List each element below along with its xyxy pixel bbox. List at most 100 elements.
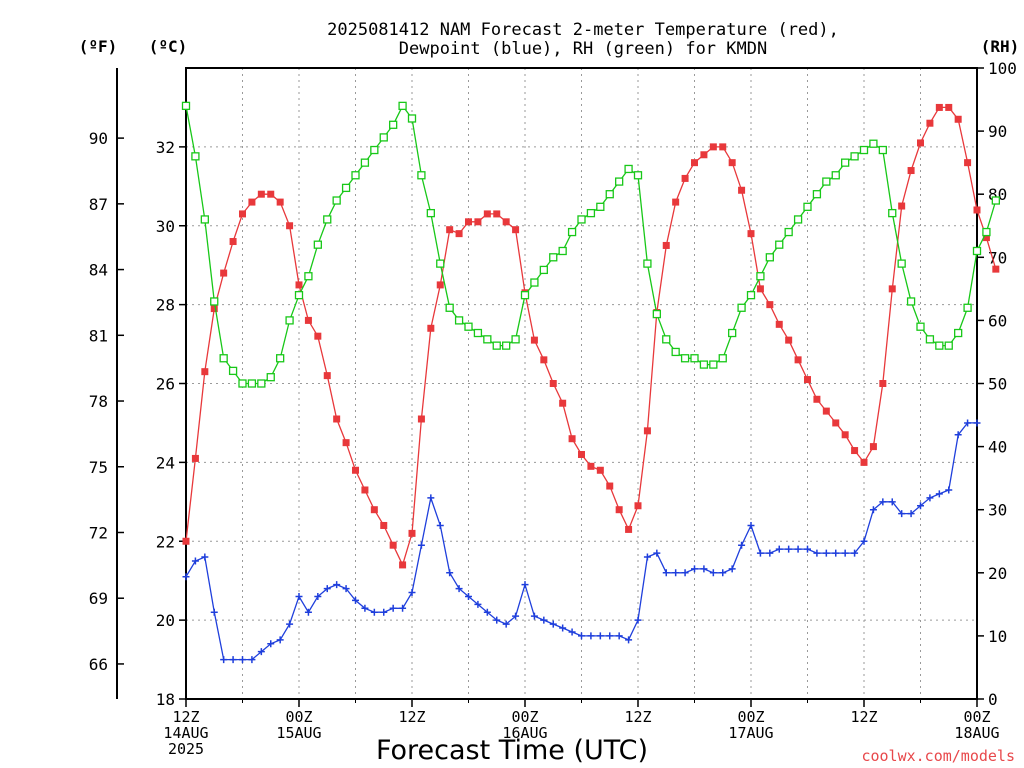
- dewpoint-point: [257, 648, 265, 656]
- dewpoint-point: [832, 549, 840, 557]
- rh-point: [916, 322, 925, 331]
- fahrenheit-tick-label: 90: [89, 129, 108, 148]
- temperature-point: [719, 143, 727, 151]
- dewpoint-point: [643, 553, 651, 561]
- dewpoint-point: [389, 604, 397, 612]
- dewpoint-point: [766, 549, 774, 557]
- series-rh: [181, 101, 1000, 388]
- rh-point: [238, 379, 247, 388]
- temperature-point: [380, 521, 388, 529]
- temperature-point: [634, 502, 642, 510]
- dewpoint-point: [672, 569, 680, 577]
- dewpoint-point: [738, 541, 746, 549]
- dewpoint-point: [785, 545, 793, 553]
- x-tick-label: 12Z: [850, 708, 877, 726]
- temperature-point: [483, 210, 491, 218]
- dewpoint-point: [634, 616, 642, 624]
- rh-point: [935, 341, 944, 350]
- rh-point: [775, 240, 784, 249]
- temperature-point: [417, 415, 425, 423]
- temperature-point: [587, 462, 595, 470]
- rh-point: [445, 303, 454, 312]
- rh-point: [276, 354, 285, 363]
- temperature-point: [681, 174, 689, 182]
- temperature-point: [295, 281, 303, 289]
- temperature-point: [860, 458, 868, 466]
- temperature-point: [239, 210, 246, 218]
- rh-point: [803, 202, 812, 211]
- x-tick-label: 16AUG: [502, 724, 547, 742]
- x-tick-label: 00Z: [511, 708, 538, 726]
- temperature-point: [361, 486, 369, 494]
- dewpoint-point: [521, 581, 529, 589]
- x-tick-label: 18AUG: [954, 724, 999, 742]
- rh-point: [680, 354, 690, 363]
- dewpoint-point: [427, 494, 435, 502]
- temperature-point: [606, 482, 614, 490]
- dewpoint-point: [370, 608, 378, 616]
- rh-point: [728, 328, 737, 338]
- fahrenheit-tick-label: 75: [89, 458, 108, 477]
- temperature-point: [201, 368, 209, 376]
- temperature-point: [709, 143, 717, 151]
- rh-point: [615, 177, 624, 186]
- temperature-point: [304, 316, 312, 324]
- temperature-point: [493, 210, 501, 218]
- rh-point: [417, 171, 426, 180]
- temperature-point: [596, 466, 604, 474]
- temperature-point: [888, 285, 896, 293]
- fahrenheit-tick-label: 72: [89, 523, 108, 542]
- rh-point: [859, 145, 869, 155]
- temperature-line: [185, 106, 997, 567]
- rh-point: [596, 202, 605, 211]
- dewpoint-point: [361, 604, 369, 612]
- rh-point: [577, 215, 586, 224]
- dewpoint-point: [182, 573, 190, 581]
- temperature-point: [314, 332, 322, 340]
- dewpoint-point: [926, 494, 934, 502]
- rh-point: [549, 253, 558, 262]
- rh-point: [567, 227, 577, 237]
- dewpoint-point: [549, 620, 557, 628]
- rh-point: [897, 259, 906, 268]
- rh-point: [925, 335, 935, 344]
- rh-point: [850, 152, 859, 161]
- rh-point: [266, 373, 275, 382]
- dewpoint-point: [267, 640, 275, 648]
- temperature-point: [691, 159, 698, 167]
- temperature-point: [512, 226, 520, 234]
- temperature-point: [408, 529, 416, 537]
- dewpoint-point: [917, 502, 924, 510]
- temperature-point: [662, 241, 670, 249]
- temperature-point: [342, 439, 350, 447]
- temperature-point: [945, 103, 953, 111]
- temperature-point: [813, 395, 821, 403]
- dewpoint-point: [493, 616, 501, 624]
- temperature-point: [775, 320, 783, 328]
- temperature-point: [502, 218, 510, 226]
- dewpoint-point: [323, 585, 331, 593]
- dewpoint-point: [935, 490, 943, 498]
- temperature-point: [276, 198, 284, 206]
- dewpoint-point: [888, 498, 896, 506]
- dewpoint-point: [380, 608, 388, 616]
- temperature-point: [738, 186, 746, 194]
- temperature-point: [568, 435, 576, 443]
- rh-point: [784, 227, 793, 237]
- series-dewpoint: [182, 419, 981, 664]
- temperature-point: [352, 466, 359, 474]
- dewpoint-point: [813, 549, 821, 557]
- rh-point: [991, 196, 1000, 205]
- dewpoint-point: [502, 620, 510, 628]
- dewpoint-point: [898, 510, 906, 518]
- rh-point: [492, 341, 501, 350]
- dewpoint-point: [719, 569, 727, 577]
- rh-tick-label: 10: [988, 627, 1007, 646]
- dewpoint-point: [286, 620, 294, 628]
- rh-point: [944, 341, 953, 350]
- rh-tick-label: 30: [988, 501, 1007, 520]
- x-tick-label: 00Z: [285, 708, 312, 726]
- temperature-point: [286, 222, 294, 230]
- temperature-point: [804, 376, 811, 384]
